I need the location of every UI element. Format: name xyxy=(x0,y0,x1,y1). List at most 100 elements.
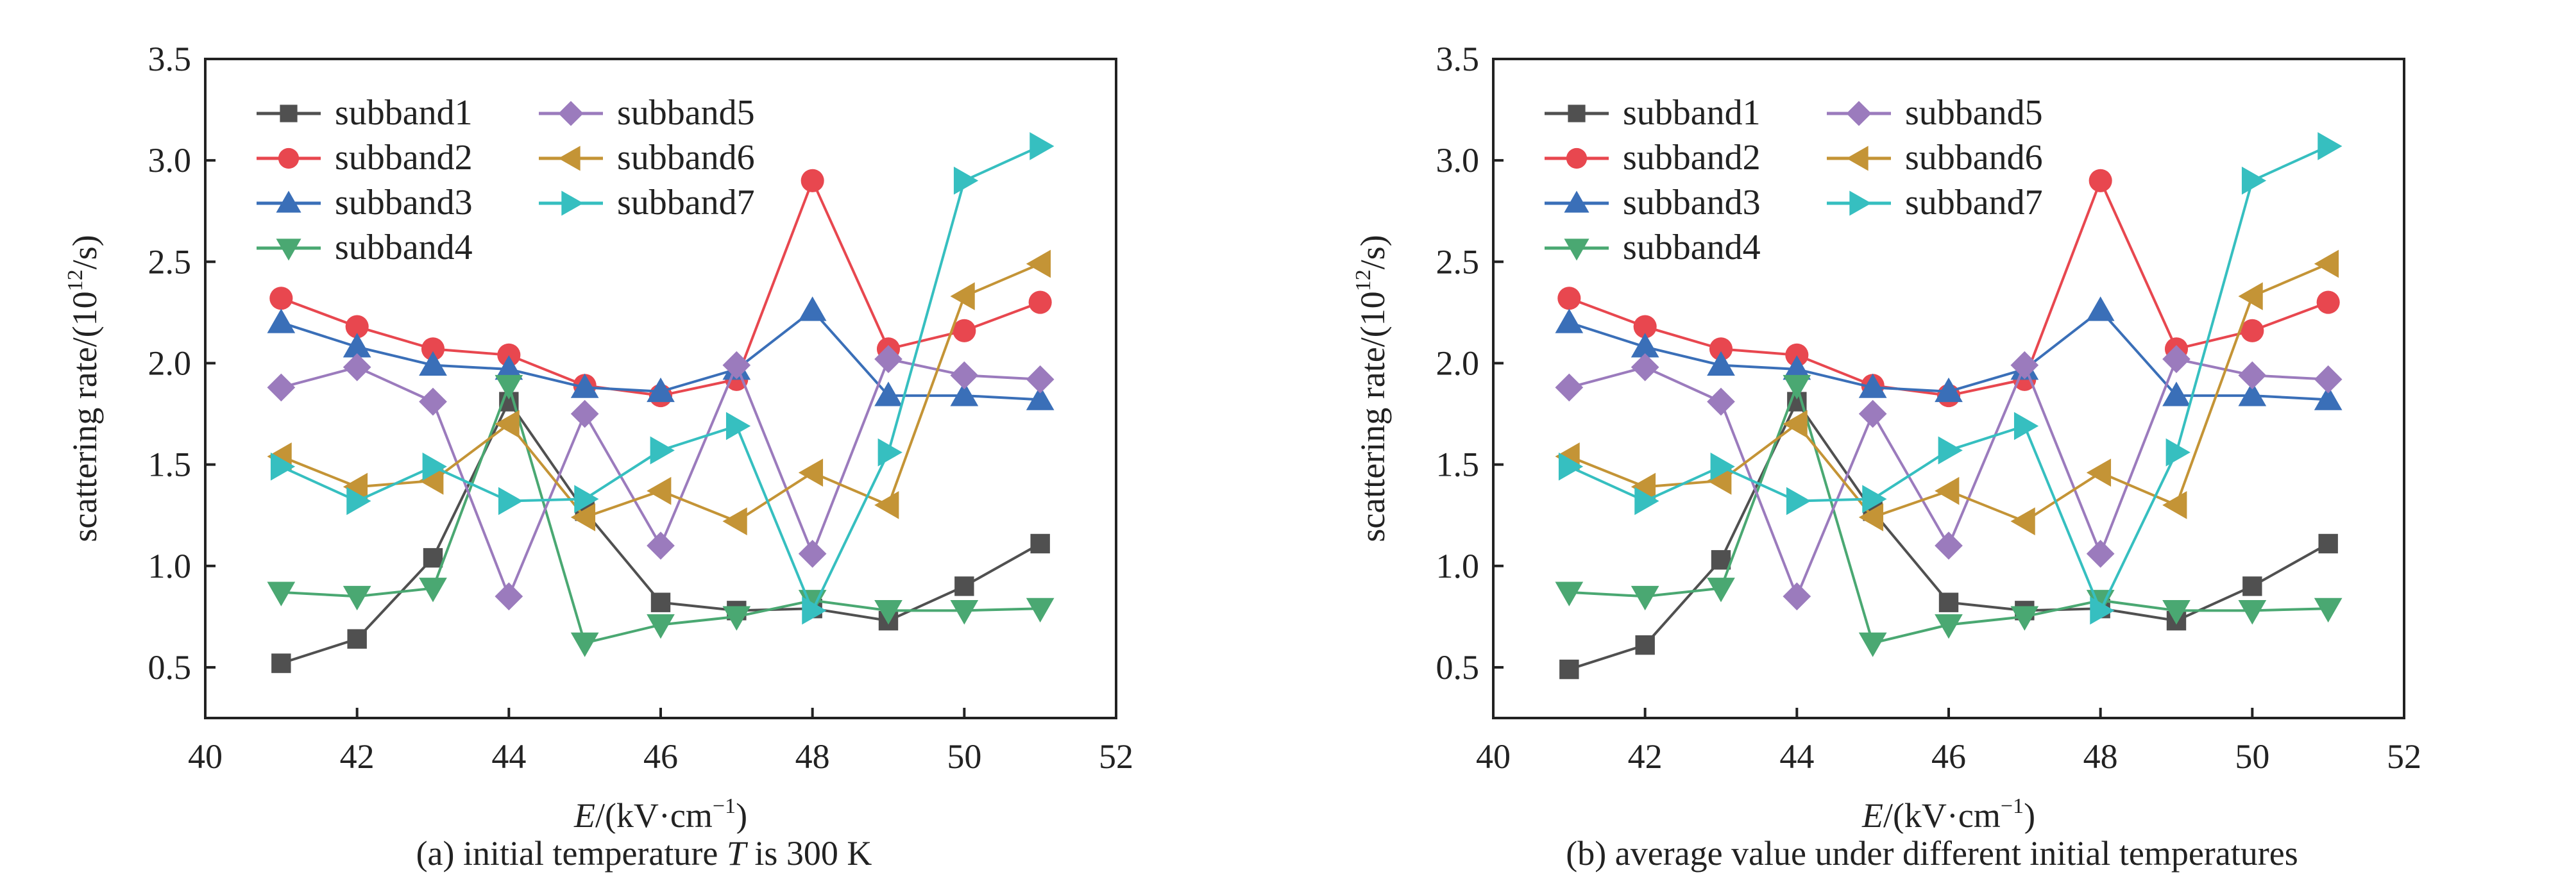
data-point-subband7 xyxy=(2241,166,2267,195)
legend-item-subband3: subband3 xyxy=(1545,183,1761,222)
data-point-subband5 xyxy=(2314,365,2343,394)
series-subband7 xyxy=(270,132,1055,625)
y-tick-label: 1.0 xyxy=(1436,547,1480,585)
y-axis-label: scattering rate/(1012/s) xyxy=(1352,235,1392,542)
data-point-subband3 xyxy=(495,355,523,380)
data-point-subband7 xyxy=(498,487,523,515)
data-point-subband7 xyxy=(877,438,902,467)
legend-item-subband2: subband2 xyxy=(257,138,473,178)
data-point-subband3 xyxy=(2238,381,2267,406)
data-point-subband4 xyxy=(950,599,979,625)
data-point-subband2 xyxy=(2316,290,2340,314)
data-point-subband6 xyxy=(722,507,747,536)
legend: subband1 subband2 subband3 subband4 subband5… xyxy=(257,93,755,267)
data-point-subband4 xyxy=(570,632,599,657)
data-point-subband5 xyxy=(722,351,751,380)
data-point-subband7 xyxy=(2318,132,2343,160)
data-point-subband2 xyxy=(421,337,445,361)
data-point-subband5 xyxy=(343,353,371,381)
data-point-subband4 xyxy=(1026,598,1055,623)
data-point-subband2 xyxy=(2241,319,2264,342)
legend-item-subband2: subband2 xyxy=(1545,138,1761,178)
data-point-subband7 xyxy=(1938,436,1963,465)
y-tick-label: 3.5 xyxy=(1436,40,1480,78)
y-tick-label: 0.5 xyxy=(148,648,192,687)
data-point-subband1 xyxy=(271,653,291,673)
data-point-subband2 xyxy=(345,315,369,339)
data-point-subband3 xyxy=(1026,385,1055,410)
caption-b: (b) average value under different initia… xyxy=(1288,833,2576,873)
legend-marker-diamond-icon xyxy=(1846,101,1872,126)
data-point-subband4 xyxy=(2238,599,2267,625)
legend-marker-triangle-down-icon xyxy=(1564,238,1589,261)
data-point-subband2 xyxy=(801,169,824,192)
y-tick-label: 3.5 xyxy=(148,40,192,78)
caption-a-italic: T xyxy=(726,834,746,873)
data-point-subband5 xyxy=(1783,582,1811,611)
data-point-subband5 xyxy=(495,582,523,611)
legend-marker-triangle-right-icon xyxy=(1849,190,1872,216)
data-point-subband2 xyxy=(1557,287,1581,310)
legend-item-subband1: subband1 xyxy=(1545,93,1761,133)
data-point-subband7 xyxy=(422,452,447,481)
data-point-subband1 xyxy=(2242,576,2262,596)
data-point-subband5 xyxy=(798,539,827,568)
data-point-subband1 xyxy=(347,629,367,649)
y-tick-label: 2.5 xyxy=(148,242,192,281)
legend-item-subband7: subband7 xyxy=(539,183,755,222)
legend-marker-triangle-right-icon xyxy=(561,190,584,216)
series-subband4 xyxy=(267,374,1055,657)
data-point-subband6 xyxy=(495,410,520,439)
x-tick-label: 42 xyxy=(1628,737,1663,776)
data-point-subband7 xyxy=(1710,452,1735,481)
legend-item-subband4: subband4 xyxy=(1545,228,1761,267)
x-tick-label: 44 xyxy=(1779,737,1814,776)
data-point-subband2 xyxy=(1709,337,1733,361)
data-point-subband3 xyxy=(798,296,827,321)
legend-label: subband7 xyxy=(1905,183,2043,222)
data-point-subband7 xyxy=(574,485,599,514)
caption-a: (a) initial temperature T is 300 K xyxy=(0,833,1288,873)
legend-label: subband2 xyxy=(335,138,473,178)
chart-b-svg: 0.5 1.0 1.5 2.0 2.5 3.0 3.5 40 42 44 46 48 50 52 E/(kV… xyxy=(1352,40,2421,833)
data-point-subband7 xyxy=(725,412,751,440)
caption-b-prefix: (b) average value under different initia… xyxy=(1566,834,2298,873)
data-point-subband4 xyxy=(1631,585,1659,611)
data-point-subband4 xyxy=(1707,578,1735,603)
data-point-subband7 xyxy=(1786,487,1811,515)
x-tick-label: 48 xyxy=(795,737,830,776)
data-point-subband4 xyxy=(2314,598,2343,623)
legend-marker-triangle-left-icon xyxy=(558,146,580,171)
data-point-subband5 xyxy=(2162,345,2190,373)
y-tick-label: 3.0 xyxy=(1436,141,1480,180)
data-point-subband4 xyxy=(1783,374,1811,400)
data-point-subband6 xyxy=(1935,476,1960,505)
data-point-subband3 xyxy=(570,373,599,398)
data-point-subband1 xyxy=(1938,592,1959,612)
x-tick-label: 46 xyxy=(1931,737,1966,776)
series-subband6 xyxy=(1555,249,2339,536)
data-point-subband5 xyxy=(1555,373,1584,402)
data-point-subband5 xyxy=(2010,351,2039,380)
data-point-subband3 xyxy=(2162,381,2190,406)
legend-label: subband4 xyxy=(1623,228,1761,267)
data-point-subband5 xyxy=(2238,361,2267,390)
data-point-subband6 xyxy=(874,491,899,519)
data-point-subband4 xyxy=(1555,581,1584,606)
data-point-subband7 xyxy=(2165,438,2190,467)
series-subband5 xyxy=(267,345,1055,611)
data-point-subband4 xyxy=(874,599,902,625)
legend-item-subband3: subband3 xyxy=(257,183,473,222)
data-point-subband6 xyxy=(2162,491,2187,519)
legend-item-subband4: subband4 xyxy=(257,228,473,267)
y-tick-label: 2.5 xyxy=(1436,242,1480,281)
legend-marker-triangle-up-icon xyxy=(1564,190,1589,213)
data-point-subband5 xyxy=(267,373,296,402)
data-point-subband6 xyxy=(1026,249,1051,278)
data-point-subband6 xyxy=(343,472,368,501)
data-point-subband2 xyxy=(1785,343,1809,367)
data-point-subband2 xyxy=(2089,169,2112,192)
x-axis-label: E/(kV·cm−1) xyxy=(573,794,747,833)
y-axis-label: scattering rate/(1012/s) xyxy=(64,235,104,542)
data-point-subband6 xyxy=(1631,472,1656,501)
